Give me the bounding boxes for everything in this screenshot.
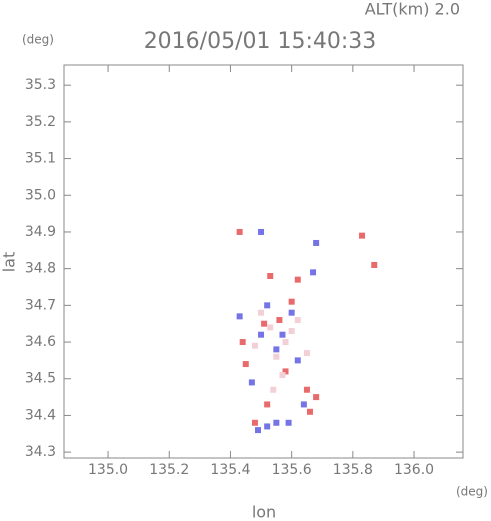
x-tick-label: 135.2: [149, 462, 189, 478]
x-tick-label: 135.0: [88, 462, 128, 478]
x-tick-label: 135.8: [333, 462, 373, 478]
x-tick-label: 135.6: [272, 462, 312, 478]
echo-cell: [288, 328, 295, 335]
echo-cell: [236, 228, 243, 235]
echo-cell: [267, 272, 274, 279]
echo-cell: [303, 350, 310, 357]
x-unit: (deg): [456, 485, 488, 499]
echo-cell: [303, 386, 310, 393]
y-tick-label: 34.3: [25, 444, 56, 460]
echo-cell: [279, 372, 286, 379]
echo-cell: [288, 309, 295, 316]
x-tick-label: 135.4: [210, 462, 250, 478]
echo-cell: [258, 331, 265, 338]
echo-cell: [273, 419, 280, 426]
echo-cell: [254, 427, 261, 434]
echo-cell: [313, 394, 320, 401]
x-tick-label: 136.0: [394, 462, 434, 478]
y-unit: (deg): [22, 33, 54, 47]
echo-cell: [371, 261, 378, 268]
echo-cell: [258, 228, 265, 235]
echo-cell: [236, 313, 243, 320]
echo-cell: [270, 386, 277, 393]
y-tick-label: 34.6: [25, 334, 56, 350]
y-tick-label: 34.4: [25, 407, 56, 423]
echo-cell: [258, 309, 265, 316]
echo-cell: [264, 302, 271, 309]
x-label: lon: [252, 503, 276, 521]
y-tick-label: 34.7: [25, 297, 56, 313]
echo-cell: [276, 317, 283, 324]
echo-cell: [273, 353, 280, 360]
echo-cell: [285, 419, 292, 426]
echo-cell: [282, 339, 289, 346]
echo-cell: [248, 379, 255, 386]
echo-cell: [313, 239, 320, 246]
y-label: lat: [0, 252, 19, 273]
echo-cell: [264, 423, 271, 430]
echo-cell: [261, 320, 268, 327]
y-tick-label: 35.2: [25, 114, 56, 130]
echo-cell: [294, 276, 301, 283]
echo-cell: [239, 339, 246, 346]
echo-cell: [282, 368, 289, 375]
echo-cell: [242, 361, 249, 368]
echo-cell: [251, 342, 258, 349]
y-tick-label: 35.3: [25, 77, 56, 93]
echo-cell: [267, 324, 274, 331]
echo-cell: [273, 346, 280, 353]
echo-cell: [300, 401, 307, 408]
echo-cell: [251, 419, 258, 426]
subtitle: ALT(km) 2.0: [365, 0, 460, 19]
chart-title: 2016/05/01 15:40:33: [144, 29, 377, 54]
echo-cell: [359, 232, 366, 239]
y-tick-label: 35.1: [25, 151, 56, 167]
echo-cell: [264, 401, 271, 408]
echo-cell: [307, 408, 314, 415]
y-tick-label: 34.5: [25, 371, 56, 387]
y-tick-label: 35.0: [25, 187, 56, 203]
echo-cell: [279, 331, 286, 338]
plot-frame: [63, 64, 464, 459]
echo-cell: [294, 357, 301, 364]
echo-cell: [310, 269, 317, 276]
echo-cell: [288, 298, 295, 305]
y-tick-label: 34.8: [25, 261, 56, 277]
echo-cell: [294, 317, 301, 324]
y-tick-label: 34.9: [25, 224, 56, 240]
